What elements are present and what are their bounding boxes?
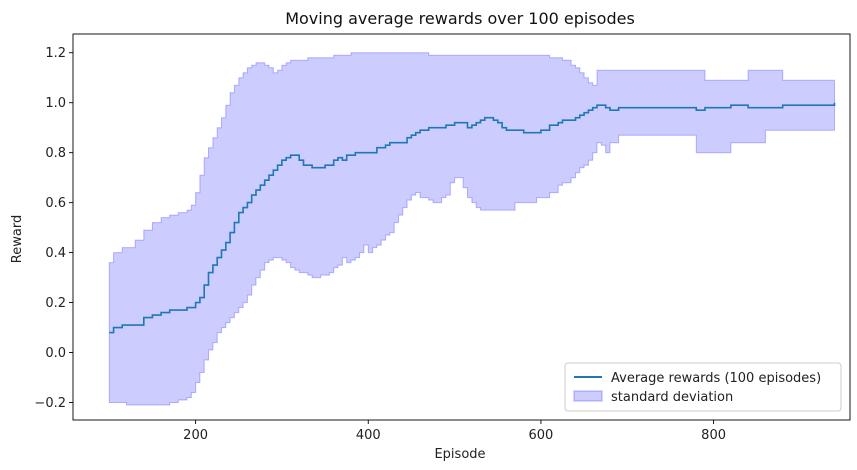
y-tick-label: 1.2 xyxy=(45,46,66,61)
y-tick-label: 1.0 xyxy=(45,96,66,111)
x-tick-label: 200 xyxy=(183,428,208,443)
axes-frame xyxy=(72,33,851,421)
x-tick-label: 600 xyxy=(529,428,554,443)
y-tick-label: 0.8 xyxy=(45,146,66,161)
legend-band-swatch xyxy=(573,390,603,402)
y-tick-label: 0.2 xyxy=(45,296,66,311)
x-tick-label: 800 xyxy=(701,428,726,443)
y-tick-label: 0.0 xyxy=(45,346,66,361)
legend-label-std: standard deviation xyxy=(611,390,733,405)
std-band xyxy=(108,52,835,406)
x-axis-title: Episode xyxy=(434,447,485,462)
plot-area: 200 400 600 800 −0.2 0.0 0.2 0.4 0.6 0.8 1.0 1.2 xyxy=(34,33,851,443)
x-tick-label: 400 xyxy=(356,428,381,443)
legend-box xyxy=(564,362,842,412)
y-tick-label: −0.2 xyxy=(34,396,66,411)
legend: Average rewards (100 episodes) standard … xyxy=(564,362,842,412)
legend-label-average: Average rewards (100 episodes) xyxy=(611,371,821,386)
chart-title: Moving average rewards over 100 episodes xyxy=(285,9,635,28)
y-tick-label: 0.6 xyxy=(45,196,66,211)
y-axis-title: Reward xyxy=(10,215,25,263)
y-tick-label: 0.4 xyxy=(45,246,66,261)
average-line xyxy=(109,102,836,334)
